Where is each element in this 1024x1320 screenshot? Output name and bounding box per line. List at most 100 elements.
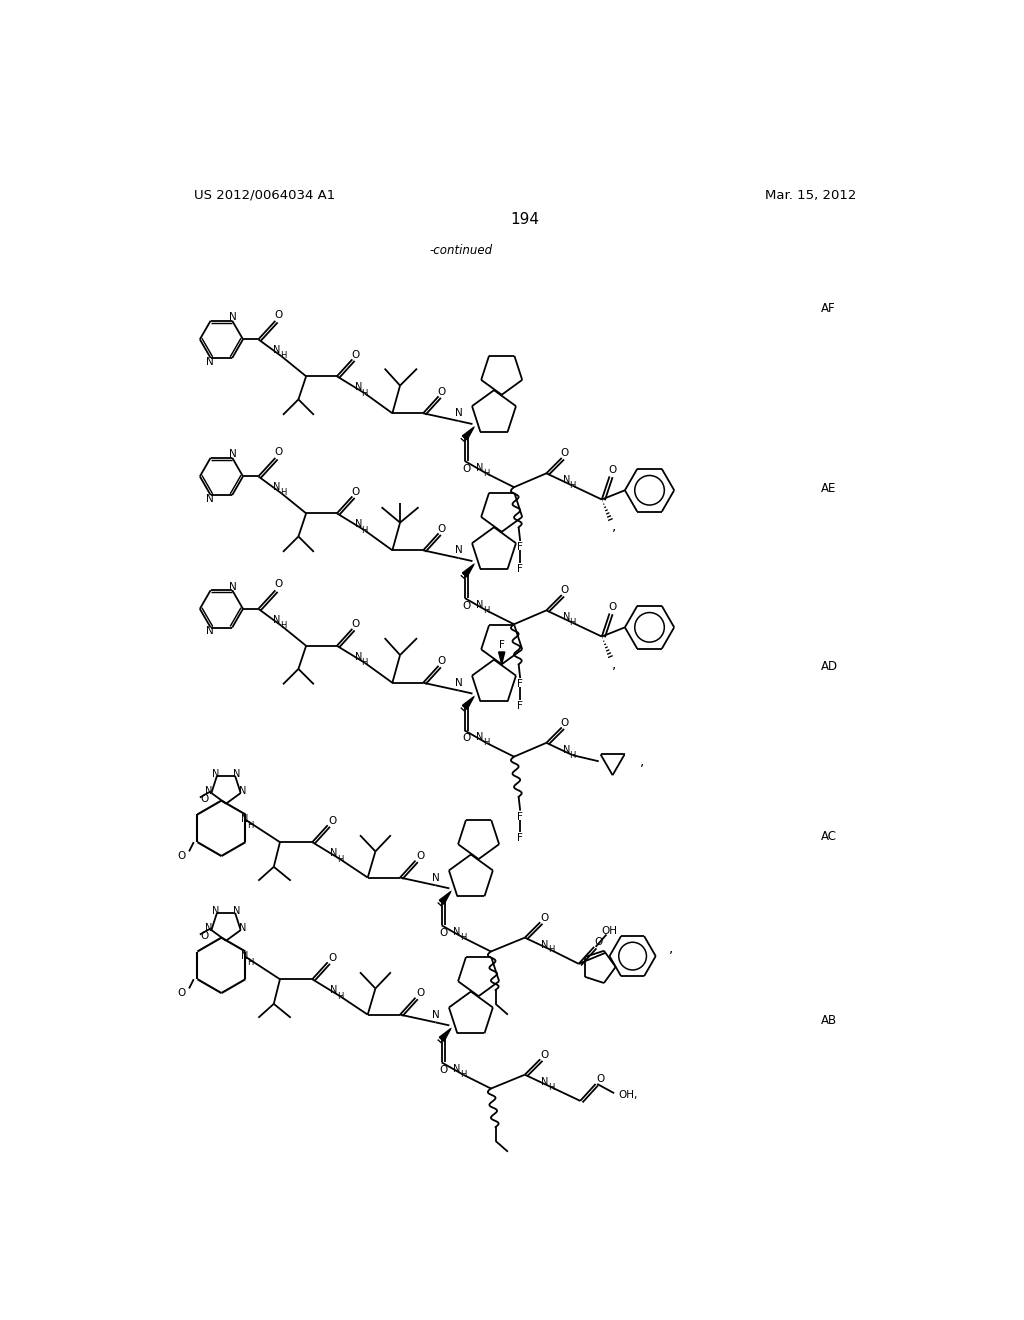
Text: O: O bbox=[541, 1049, 549, 1060]
Text: O: O bbox=[439, 928, 447, 939]
Text: O: O bbox=[462, 463, 470, 474]
Text: N: N bbox=[206, 787, 213, 796]
Text: F: F bbox=[517, 680, 523, 689]
Text: N: N bbox=[476, 733, 483, 742]
Text: -continued: -continued bbox=[429, 244, 493, 257]
Text: N: N bbox=[229, 582, 237, 591]
Text: N: N bbox=[354, 519, 362, 529]
Text: F: F bbox=[517, 564, 523, 574]
Text: H: H bbox=[280, 488, 286, 498]
Text: N: N bbox=[563, 612, 570, 622]
Polygon shape bbox=[439, 891, 451, 904]
Text: ,: , bbox=[612, 520, 616, 533]
Text: N: N bbox=[541, 1077, 549, 1086]
Text: N: N bbox=[454, 1064, 461, 1074]
Text: N: N bbox=[240, 924, 247, 933]
Text: ,: , bbox=[612, 656, 616, 671]
Text: N: N bbox=[273, 482, 281, 492]
Text: N: N bbox=[354, 381, 362, 392]
Text: N: N bbox=[454, 927, 461, 937]
Text: N: N bbox=[241, 952, 248, 961]
Text: H: H bbox=[337, 991, 343, 1001]
Text: H: H bbox=[280, 351, 286, 360]
Text: AF: AF bbox=[820, 302, 836, 315]
Text: O: O bbox=[596, 1074, 604, 1084]
Text: H: H bbox=[361, 389, 368, 397]
Text: F: F bbox=[517, 812, 523, 822]
Text: O: O bbox=[437, 656, 445, 667]
Text: H: H bbox=[483, 606, 489, 615]
Text: O: O bbox=[462, 733, 470, 743]
Text: N: N bbox=[212, 770, 219, 779]
Text: O: O bbox=[608, 465, 616, 475]
Text: O: O bbox=[351, 619, 359, 630]
Text: O: O bbox=[201, 931, 209, 941]
Text: O: O bbox=[201, 795, 209, 804]
Text: AD: AD bbox=[820, 660, 838, 673]
Polygon shape bbox=[499, 652, 505, 664]
Text: N: N bbox=[476, 463, 483, 473]
Text: H: H bbox=[460, 1071, 466, 1080]
Text: F: F bbox=[499, 640, 505, 649]
Text: N: N bbox=[455, 677, 463, 688]
Text: O: O bbox=[177, 851, 185, 861]
Text: O: O bbox=[541, 912, 549, 923]
Text: N: N bbox=[330, 847, 338, 858]
Text: N: N bbox=[273, 345, 281, 355]
Text: N: N bbox=[476, 601, 483, 610]
Text: O: O bbox=[416, 851, 424, 861]
Text: H: H bbox=[361, 525, 368, 535]
Text: ,: , bbox=[640, 754, 644, 768]
Text: F: F bbox=[517, 543, 523, 552]
Text: F: F bbox=[517, 833, 523, 843]
Text: N: N bbox=[233, 907, 241, 916]
Text: US 2012/0064034 A1: US 2012/0064034 A1 bbox=[194, 189, 335, 202]
Text: H: H bbox=[483, 738, 489, 747]
Text: N: N bbox=[330, 985, 338, 995]
Text: N: N bbox=[206, 494, 214, 504]
Text: OH,: OH, bbox=[618, 1090, 638, 1100]
Text: H: H bbox=[337, 854, 343, 863]
Text: N: N bbox=[354, 652, 362, 661]
Text: O: O bbox=[462, 601, 470, 611]
Text: N: N bbox=[241, 814, 248, 824]
Text: N: N bbox=[206, 924, 213, 933]
Text: N: N bbox=[233, 770, 241, 779]
Polygon shape bbox=[463, 564, 474, 577]
Text: N: N bbox=[212, 907, 219, 916]
Text: N: N bbox=[273, 615, 281, 624]
Text: O: O bbox=[608, 602, 616, 612]
Text: H: H bbox=[569, 751, 575, 759]
Text: H: H bbox=[280, 620, 286, 630]
Text: O: O bbox=[177, 989, 185, 998]
Text: N: N bbox=[206, 356, 214, 367]
Text: H: H bbox=[569, 482, 575, 490]
Text: N: N bbox=[206, 626, 214, 636]
Text: O: O bbox=[437, 524, 445, 533]
Text: ,: , bbox=[669, 941, 674, 956]
Text: H: H bbox=[248, 958, 254, 966]
Text: F: F bbox=[517, 701, 523, 711]
Text: N: N bbox=[240, 787, 247, 796]
Text: H: H bbox=[483, 469, 489, 478]
Text: H: H bbox=[460, 933, 466, 942]
Text: O: O bbox=[416, 989, 424, 998]
Text: N: N bbox=[229, 449, 237, 459]
Text: H: H bbox=[569, 618, 575, 627]
Text: N: N bbox=[431, 1010, 439, 1019]
Text: H: H bbox=[548, 945, 554, 954]
Text: O: O bbox=[561, 449, 569, 458]
Polygon shape bbox=[463, 697, 474, 709]
Text: O: O bbox=[351, 487, 359, 496]
Text: N: N bbox=[541, 940, 549, 949]
Text: 194: 194 bbox=[510, 213, 540, 227]
Text: O: O bbox=[561, 718, 569, 727]
Text: N: N bbox=[563, 475, 570, 486]
Text: O: O bbox=[274, 310, 283, 319]
Text: OH: OH bbox=[601, 927, 617, 936]
Text: H: H bbox=[248, 821, 254, 830]
Text: O: O bbox=[328, 816, 337, 825]
Polygon shape bbox=[439, 1028, 451, 1041]
Text: O: O bbox=[351, 350, 359, 360]
Text: N: N bbox=[563, 744, 570, 755]
